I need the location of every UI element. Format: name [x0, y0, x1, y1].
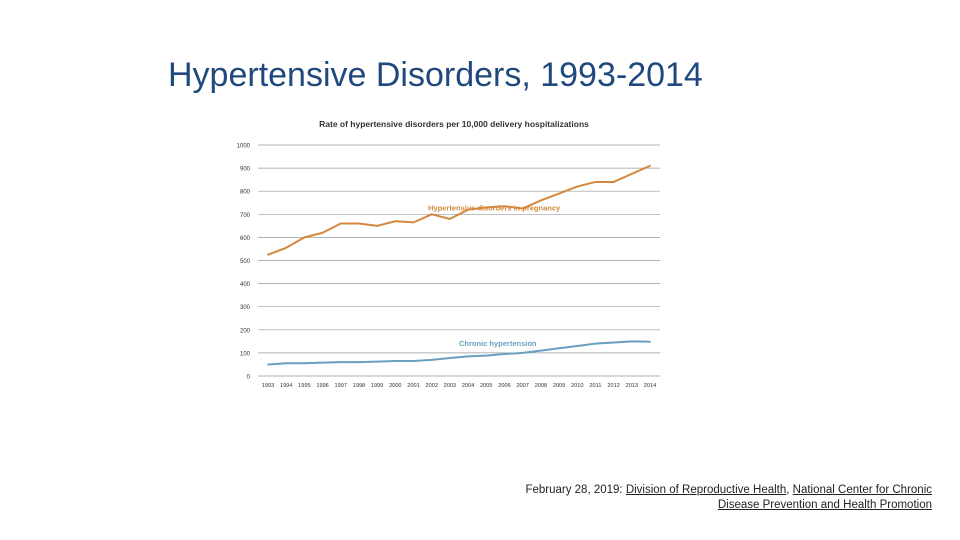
y-tick-label: 400: [240, 282, 251, 288]
data-point: [358, 222, 360, 225]
data-point: [521, 352, 524, 354]
x-tick-label: 1997: [335, 383, 347, 389]
data-point: [612, 341, 615, 344]
y-tick-label: 500: [240, 259, 251, 265]
data-point: [267, 253, 269, 256]
data-point: [449, 357, 451, 359]
data-point: [412, 360, 415, 362]
x-tick-label: 2010: [571, 383, 583, 389]
data-point: [339, 361, 342, 364]
center-link[interactable]: National Center for Chronic Disease Prev…: [717, 484, 932, 511]
data-point: [412, 221, 415, 224]
y-tick-label: 300: [240, 305, 251, 311]
data-point: [339, 222, 342, 225]
series-line-1: [267, 340, 651, 366]
division-link[interactable]: Division of Reproductive Health: [625, 484, 787, 496]
y-tick-label: 0: [247, 375, 251, 381]
x-tick-label: 1993: [262, 383, 274, 389]
data-point: [321, 361, 324, 364]
y-tick-label: 900: [240, 167, 251, 173]
data-point: [630, 340, 633, 343]
x-tick-label: 2014: [644, 383, 656, 389]
data-point: [503, 205, 506, 208]
series-line-0: [267, 164, 651, 256]
data-point: [539, 349, 542, 352]
x-tick-label: 2012: [607, 383, 619, 389]
data-point: [467, 208, 469, 211]
x-tick-label: 1994: [280, 383, 292, 389]
data-point: [303, 236, 306, 239]
data-point: [394, 220, 397, 223]
data-point: [449, 218, 451, 220]
x-tick-label: 1998: [353, 383, 365, 389]
footer-date: February 28, 2019:: [525, 484, 626, 496]
data-point: [485, 206, 488, 209]
line-chart: Rate of hypertensive disorders per 10,00…: [228, 112, 668, 392]
x-tick-label: 2002: [425, 383, 437, 389]
data-point: [649, 340, 651, 343]
chart-title: Rate of hypertensive disorders per 10,00…: [319, 119, 589, 129]
x-tick-label: 2011: [589, 383, 601, 389]
slide-title: Hypertensive Disorders, 1993-2014: [168, 56, 703, 94]
x-tick-label: 1999: [371, 383, 383, 389]
data-point: [503, 353, 506, 355]
x-tick-label: 1996: [316, 383, 328, 389]
y-tick-label: 1000: [237, 144, 251, 150]
data-point: [558, 347, 560, 350]
y-tick-label: 800: [240, 190, 251, 196]
x-tick-label: 2004: [462, 383, 474, 389]
data-point: [630, 172, 633, 175]
data-point: [376, 360, 379, 363]
series-label: Chronic hypertension: [459, 339, 537, 348]
data-point: [467, 355, 469, 358]
data-point: [376, 224, 379, 227]
data-point: [394, 360, 397, 362]
y-tick-label: 700: [240, 213, 251, 219]
x-tick-label: 2001: [407, 383, 419, 389]
x-tick-label: 2013: [626, 383, 638, 389]
data-point: [612, 181, 615, 183]
data-point: [430, 358, 433, 361]
data-point: [430, 213, 433, 216]
data-point: [576, 185, 579, 188]
data-point: [285, 246, 288, 249]
x-tick-label: 2009: [553, 383, 565, 389]
footer-separator: ,: [786, 484, 793, 496]
y-tick-label: 100: [240, 351, 251, 357]
data-point: [539, 199, 542, 202]
y-tick-label: 200: [240, 328, 251, 334]
x-tick-label: 2008: [535, 383, 547, 389]
x-tick-label: 2005: [480, 383, 492, 389]
data-point: [594, 181, 597, 183]
data-point: [576, 345, 579, 347]
source-footer: February 28, 2019: Division of Reproduct…: [512, 483, 932, 513]
chart-background: [228, 112, 668, 392]
y-tick-label: 600: [240, 236, 251, 242]
x-tick-label: 2003: [444, 383, 456, 389]
x-tick-label: 2006: [498, 383, 510, 389]
x-tick-label: 2000: [389, 383, 401, 389]
x-tick-label: 1995: [298, 383, 310, 389]
data-point: [303, 362, 306, 365]
data-point: [267, 363, 269, 366]
data-point: [285, 362, 288, 365]
x-tick-label: 2007: [516, 383, 528, 389]
data-point: [521, 207, 524, 210]
data-point: [649, 164, 651, 167]
data-point: [358, 361, 360, 364]
data-point: [321, 231, 324, 234]
series-label: Hypertensive disorders in pregnancy: [428, 203, 561, 212]
data-point: [594, 342, 597, 345]
data-point: [558, 192, 560, 195]
data-point: [485, 354, 488, 357]
